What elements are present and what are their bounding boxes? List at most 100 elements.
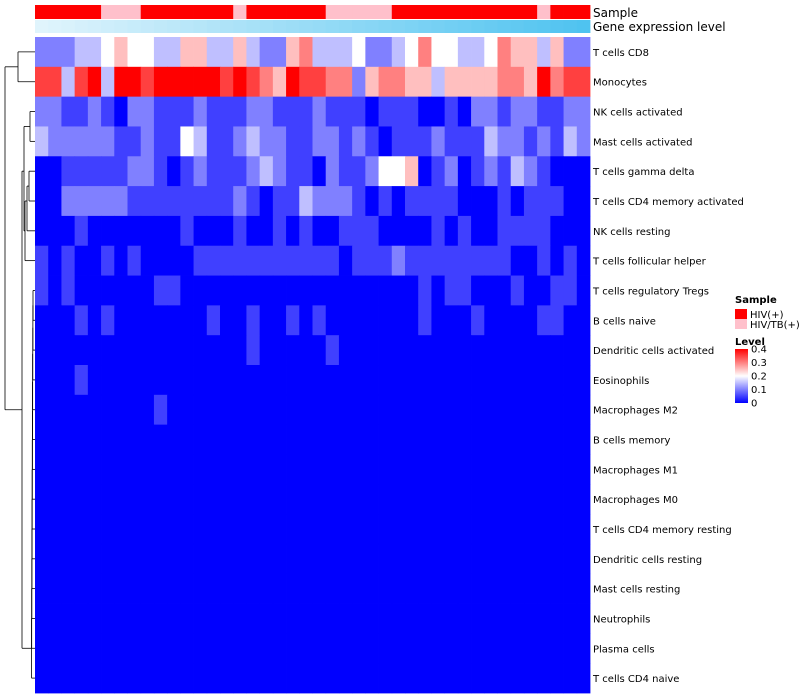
heatmap-cell xyxy=(48,573,62,604)
sample-annotation-cell xyxy=(537,5,551,19)
heatmap-cell xyxy=(153,603,168,634)
heatmap-cell xyxy=(471,514,485,545)
heatmap-cell xyxy=(114,96,128,127)
heatmap-cell xyxy=(352,37,366,68)
heatmap-cell xyxy=(114,424,128,455)
heatmap-cell xyxy=(35,66,49,98)
sample-annotation-cell xyxy=(74,5,89,19)
heatmap-cell xyxy=(444,365,459,396)
heatmap-cell xyxy=(576,126,591,157)
heatmap-cell xyxy=(457,66,472,98)
heatmap-cell xyxy=(431,305,446,336)
heatmap-cell xyxy=(484,663,498,694)
heatmap-cell xyxy=(61,96,76,127)
heatmap-cell xyxy=(193,215,208,247)
heatmap-cell xyxy=(338,96,353,127)
heatmap-cell xyxy=(114,215,128,247)
heatmap-cell xyxy=(140,663,155,694)
heatmap-cell xyxy=(457,394,472,426)
heatmap-cell xyxy=(523,186,538,217)
gene-expression-annotation-cell xyxy=(510,20,525,33)
heatmap-cell xyxy=(457,633,472,664)
heatmap-cell xyxy=(140,126,155,157)
heatmap-cell xyxy=(259,365,274,396)
gene-expression-annotation-cell xyxy=(418,20,432,33)
sample-annotation-cell xyxy=(510,5,525,19)
heatmap-cell xyxy=(497,603,512,634)
heatmap-cell xyxy=(127,156,142,187)
heatmap-cell xyxy=(114,245,128,276)
heatmap-cell xyxy=(153,573,168,604)
heatmap-cell xyxy=(497,454,512,485)
heatmap-cell xyxy=(220,603,234,634)
heatmap-cell xyxy=(510,543,525,575)
heatmap-cell xyxy=(193,156,208,187)
heatmap-cell xyxy=(444,215,459,247)
heatmap-cell xyxy=(471,603,485,634)
heatmap-cell xyxy=(550,66,564,98)
heatmap-cell xyxy=(48,543,62,575)
heatmap-cell xyxy=(537,126,551,157)
heatmap-cell xyxy=(48,186,62,217)
heatmap-cell xyxy=(484,394,498,426)
heatmap-cell xyxy=(444,245,459,276)
heatmap-cell xyxy=(338,215,353,247)
heatmap-cell xyxy=(497,633,512,664)
heatmap-cell xyxy=(206,573,221,604)
row-label: T cells CD4 memory activated xyxy=(592,197,744,208)
heatmap-cell xyxy=(484,573,498,604)
heatmap-cell xyxy=(87,335,102,366)
heatmap-cell xyxy=(193,245,208,276)
heatmap-cell xyxy=(537,275,551,306)
heatmap-cell xyxy=(272,126,287,157)
heatmap-cell xyxy=(272,335,287,366)
heatmap-cell xyxy=(497,275,512,306)
heatmap-cell xyxy=(167,275,181,306)
heatmap-cell xyxy=(87,484,102,515)
heatmap-cell xyxy=(246,663,261,694)
sample-annotation-cell xyxy=(405,5,419,19)
heatmap-cell xyxy=(272,96,287,127)
heatmap-cell xyxy=(550,365,564,396)
row-labels: T cells CD8 Monocytes NK cells activated Ma… xyxy=(592,48,744,685)
heatmap-cell xyxy=(167,96,181,127)
heatmap-cell xyxy=(61,663,76,694)
heatmap-cell xyxy=(352,126,366,157)
heatmap-cell xyxy=(338,514,353,545)
heatmap-cell xyxy=(563,275,578,306)
heatmap-cell xyxy=(312,275,327,306)
sample-annotation-cell xyxy=(338,5,353,19)
heatmap-cell xyxy=(391,543,406,575)
heatmap-cell xyxy=(101,275,115,306)
gene-expression-annotation-cell xyxy=(365,20,379,33)
heatmap-cell xyxy=(444,66,459,98)
heatmap-cell xyxy=(48,424,62,455)
heatmap-cell xyxy=(325,633,340,664)
heatmap-cell xyxy=(523,633,538,664)
heatmap-cell xyxy=(338,335,353,366)
heatmap-cell xyxy=(246,245,261,276)
heatmap-cell xyxy=(87,573,102,604)
gene-expression-annotation-cell xyxy=(523,20,538,33)
heatmap-cell xyxy=(259,126,274,157)
heatmap-cell xyxy=(431,543,446,575)
heatmap-cell xyxy=(61,603,76,634)
heatmap-cell xyxy=(259,245,274,276)
heatmap-cell xyxy=(312,394,327,426)
heatmap-cell xyxy=(312,633,327,664)
heatmap-cell xyxy=(431,663,446,694)
heatmap-cell xyxy=(457,156,472,187)
heatmap-cell xyxy=(167,156,181,187)
heatmap-cell xyxy=(471,365,485,396)
gene-expression-annotation-cell xyxy=(497,20,512,33)
heatmap-cell xyxy=(48,633,62,664)
heatmap-cell xyxy=(484,365,498,396)
heatmap-cell xyxy=(497,37,512,68)
legend: Sample HIV(+) HIV/TB(+) Level 0.4 0.3 0.2 0… xyxy=(735,295,800,410)
sample-annotation-cell xyxy=(523,5,538,19)
gene-expression-annotation-cell xyxy=(471,20,485,33)
heatmap-cell xyxy=(114,66,128,98)
heatmap-cell xyxy=(87,424,102,455)
heatmap-cell xyxy=(246,305,261,336)
heatmap-cell xyxy=(272,275,287,306)
